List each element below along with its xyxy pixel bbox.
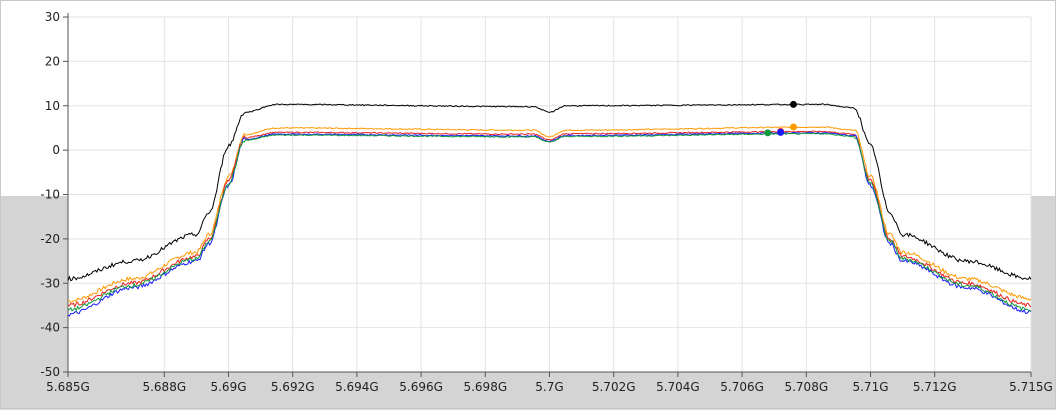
x-tick-label: 5.712G xyxy=(913,380,957,394)
y-tick-label: 10 xyxy=(45,99,60,113)
series-line xyxy=(67,126,1032,304)
x-tick-label: 5.71G xyxy=(852,380,888,394)
series-line xyxy=(67,103,1032,282)
series-marker xyxy=(764,129,772,137)
series-line xyxy=(67,130,1032,308)
x-tick-label: 5.685G xyxy=(46,380,90,394)
x-tick-label: 5.696G xyxy=(399,380,443,394)
series-marker xyxy=(789,100,797,108)
y-tick-label: 20 xyxy=(45,54,60,68)
series-marker xyxy=(789,123,797,131)
y-tick-label: -20 xyxy=(40,232,60,246)
x-tick-label: 5.704G xyxy=(656,380,700,394)
y-tick-label: 0 xyxy=(52,143,60,157)
series-line xyxy=(67,132,1032,312)
x-tick-label: 5.702G xyxy=(592,380,636,394)
x-tick-label: 5.69G xyxy=(210,380,246,394)
x-tick-label: 5.7G xyxy=(535,380,563,394)
x-tick-label: 5.688G xyxy=(142,380,186,394)
y-tick-label: 30 xyxy=(45,10,60,24)
x-tick-label: 5.692G xyxy=(271,380,315,394)
x-tick-label: 5.715G xyxy=(1009,380,1053,394)
marker-points xyxy=(764,100,797,137)
x-tick-label: 5.706G xyxy=(720,380,764,394)
axes xyxy=(63,13,1032,377)
y-tick-label: -30 xyxy=(40,276,60,290)
y-tick-label: -50 xyxy=(40,365,60,379)
y-tick-label: -10 xyxy=(40,188,60,202)
x-tick-label: 5.698G xyxy=(463,380,507,394)
x-tick-label: 5.694G xyxy=(335,380,379,394)
series-marker xyxy=(777,128,785,136)
tick-labels: 30 20 10 0 -10 -20 -30 -40 -505.685G 5.688G 5.69G 5… xyxy=(40,10,1052,394)
series-lines xyxy=(67,103,1032,317)
x-tick-label: 5.708G xyxy=(784,380,828,394)
y-tick-label: -40 xyxy=(40,321,60,335)
